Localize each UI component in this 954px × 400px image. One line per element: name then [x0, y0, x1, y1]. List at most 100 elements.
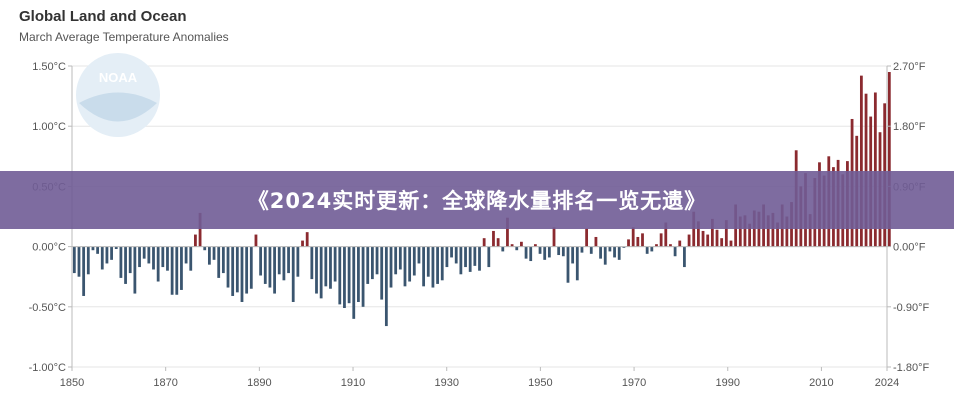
bar-1894 [277, 246, 281, 275]
bar-1955 [561, 246, 565, 257]
bar-1926 [426, 246, 430, 277]
bar-1883 [226, 246, 230, 288]
bar-1917 [384, 246, 388, 327]
x-tick-label: 1910 [341, 377, 365, 389]
bar-1857 [105, 246, 109, 264]
bar-1921 [403, 246, 407, 287]
bar-1975 [655, 244, 658, 247]
y-tick-label-right: 0.00°F [893, 242, 926, 254]
bar-1942 [501, 246, 505, 252]
bar-1872 [175, 246, 179, 295]
bar-1958 [575, 246, 579, 281]
bar-1923 [412, 246, 416, 276]
bar-1935 [468, 246, 472, 272]
bar-1904 [324, 246, 328, 287]
x-tick-label: 1950 [528, 377, 552, 389]
bar-1873 [180, 246, 183, 290]
bar-1971 [636, 236, 640, 247]
bar-1920 [398, 246, 402, 270]
bar-1956 [566, 246, 570, 283]
bar-1889 [254, 234, 258, 247]
y-tick-label-right: 1.80°F [893, 121, 926, 133]
bar-1854 [91, 246, 95, 251]
bar-1877 [198, 212, 202, 247]
y-tick-label-left: -1.00°C [29, 362, 66, 374]
bar-1852 [82, 246, 86, 296]
bar-1931 [450, 246, 453, 258]
bar-1892 [268, 246, 272, 288]
bar-1973 [645, 246, 649, 254]
y-tick-label-right: 2.70°F [893, 61, 926, 73]
bar-1969 [627, 239, 630, 247]
bar-2019 [859, 75, 863, 247]
bar-2020 [864, 93, 868, 247]
bar-1962 [594, 236, 598, 247]
bar-1902 [315, 246, 318, 294]
bar-1953 [552, 227, 556, 247]
chart-subtitle: March Average Temperature Anomalies [19, 30, 229, 44]
bar-1981 [683, 246, 686, 268]
bar-1983 [692, 211, 696, 247]
bar-1928 [436, 246, 439, 284]
noaa-watermark: NOAA [76, 53, 160, 137]
bar-1885 [235, 246, 239, 293]
bar-1899 [301, 240, 304, 247]
bar-1901 [310, 246, 314, 280]
bar-1890 [259, 246, 263, 276]
bar-1875 [189, 246, 193, 271]
y-tick-label-left: 1.00°C [32, 121, 66, 133]
y-tick-label-left: -0.50°C [29, 302, 66, 314]
bar-1871 [170, 246, 174, 295]
bar-1905 [329, 246, 332, 289]
bar-1945 [515, 246, 519, 251]
bar-1915 [375, 246, 379, 275]
x-tick-label: 1990 [716, 377, 740, 389]
bar-1929 [440, 246, 444, 281]
bar-1853 [86, 246, 90, 275]
bar-1866 [147, 246, 151, 264]
bar-1930 [445, 246, 449, 268]
chart-title: Global Land and Ocean [19, 8, 187, 25]
bar-1972 [641, 233, 644, 247]
bar-1922 [408, 246, 412, 282]
bar-1856 [100, 246, 104, 270]
bar-1911 [357, 246, 360, 302]
bar-1924 [417, 246, 421, 264]
bar-1907 [338, 246, 342, 305]
bar-1914 [370, 246, 374, 280]
bar-1876 [194, 234, 197, 247]
bar-1888 [249, 246, 253, 289]
bar-1874 [184, 246, 188, 264]
bar-1939 [487, 246, 491, 268]
bar-1879 [207, 246, 211, 265]
banner-text: 《2024实时更新：全球降水量排名一览无遗》 [247, 189, 707, 213]
bar-1950 [538, 246, 542, 254]
overlay-banner: 《2024实时更新：全球降水量排名一览无遗》 [0, 171, 954, 229]
bar-1952 [547, 246, 551, 258]
bar-2008 [808, 214, 812, 247]
bar-1951 [543, 246, 547, 260]
bar-1994 [743, 215, 747, 247]
bar-1979 [673, 246, 677, 257]
bar-1895 [282, 246, 286, 281]
bar-1957 [571, 246, 575, 264]
bar-2025 [887, 72, 891, 247]
bar-1869 [161, 246, 165, 268]
bar-1982 [687, 234, 691, 247]
bar-1862 [128, 246, 132, 274]
x-tick-label: 1930 [434, 377, 458, 389]
bar-1961 [589, 246, 593, 254]
bar-1977 [664, 222, 668, 247]
bar-1943 [506, 217, 509, 247]
bar-1948 [529, 246, 533, 262]
bar-1959 [580, 246, 584, 253]
bar-1947 [524, 246, 528, 259]
bar-1963 [599, 246, 602, 259]
bar-1968 [622, 246, 626, 248]
bar-1927 [431, 246, 435, 288]
bar-1987 [710, 218, 714, 247]
bar-1941 [496, 238, 500, 247]
bar-1882 [221, 246, 225, 274]
bar-1900 [305, 232, 309, 247]
